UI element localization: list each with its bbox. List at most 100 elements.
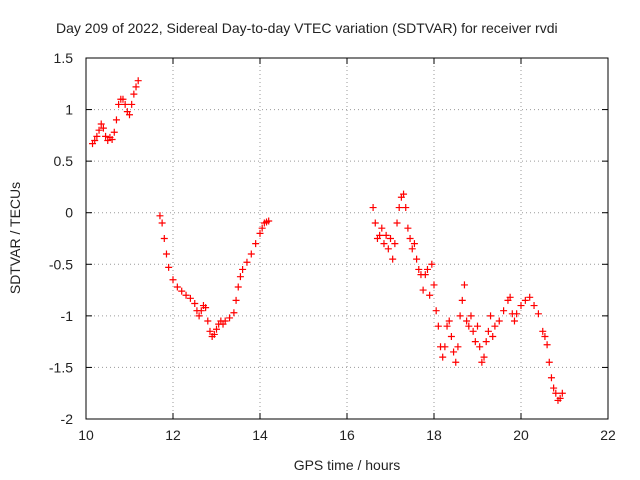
data-point [450,348,458,356]
data-point [191,299,199,307]
data-point [204,317,212,325]
data-point [539,327,547,335]
data-point [530,302,538,310]
data-point [517,302,525,310]
axis-ticks: 10 12 14 16 18 20 22 1.5 1 0.5 0 -0.5 -1 -1.5 -2 [49,50,616,443]
data-point [550,384,558,392]
data-point [202,304,210,312]
y-axis-label: SDTVAR / TECUs [7,182,23,294]
grid [86,58,608,419]
x-tick-label: 18 [426,427,442,443]
data-point [110,128,118,136]
data-point [213,325,220,333]
data-point [465,322,473,330]
chart-title: Day 209 of 2022, Sidereal Day-to-day VTE… [56,20,558,36]
data-point [500,307,508,315]
y-tick-label: 1.5 [54,50,74,66]
data-point [382,231,390,239]
data-point [391,240,399,248]
data-point [443,322,451,330]
data-point [421,271,429,279]
data-point [491,322,499,330]
x-axis-label: GPS time / hours [294,457,401,473]
data-point [265,217,273,225]
data-point [526,293,534,301]
data-point [232,296,240,304]
data-point [384,245,392,253]
data-point [513,310,521,318]
data-point [439,353,447,361]
data-point [484,327,492,335]
y-tick-label: -2 [61,411,74,427]
data-point [441,343,449,351]
data-point [380,240,388,248]
data-point [482,338,490,346]
x-tick-label: 20 [513,427,529,443]
data-point [182,291,190,299]
data-point [97,120,105,128]
data-points [89,77,566,404]
data-point [423,265,431,273]
data-point [173,283,181,291]
data-point [389,255,397,263]
data-point [552,389,560,397]
data-point [239,265,247,273]
data-point [369,204,377,212]
data-point [430,281,438,289]
data-point [247,250,255,258]
data-point [478,358,486,366]
data-point [545,358,553,366]
data-point [432,307,440,315]
data-point [119,95,127,103]
data-point [387,235,394,242]
data-point [434,322,442,330]
data-point [541,332,549,340]
y-tick-label: 0 [65,205,73,221]
data-point [258,224,266,232]
data-point [408,245,416,253]
data-point [458,296,466,304]
data-point [95,126,103,134]
data-point [467,312,475,320]
data-point [115,100,123,108]
data-point [456,312,464,320]
data-point [99,124,107,132]
data-point [162,250,170,258]
data-point [102,132,110,140]
data-point [452,358,460,366]
y-tick-label: -1.5 [49,359,73,375]
data-point [156,212,164,220]
data-point [93,132,101,140]
data-point [400,190,408,198]
data-point [410,240,418,248]
data-point [469,327,477,335]
data-point [226,314,234,322]
data-point [243,258,251,266]
y-tick-label: -0.5 [49,256,73,272]
data-point [252,240,260,248]
data-point [474,322,481,330]
data-point [126,111,133,119]
data-point [236,273,244,281]
data-point [160,235,168,242]
data-point [413,255,421,263]
data-point [521,296,529,304]
x-tick-label: 12 [165,427,181,443]
data-point [480,353,488,361]
data-point [506,293,514,301]
data-point [534,310,542,318]
data-point [406,235,414,242]
data-point [460,281,468,289]
data-point [169,276,177,284]
data-point [108,135,116,143]
data-point [132,83,140,91]
data-point [402,204,410,212]
data-point [221,317,229,325]
data-point [487,312,495,320]
data-point [558,389,566,397]
data-point [419,286,427,294]
data-point [445,317,453,325]
data-point [447,332,455,340]
data-point [134,77,142,85]
